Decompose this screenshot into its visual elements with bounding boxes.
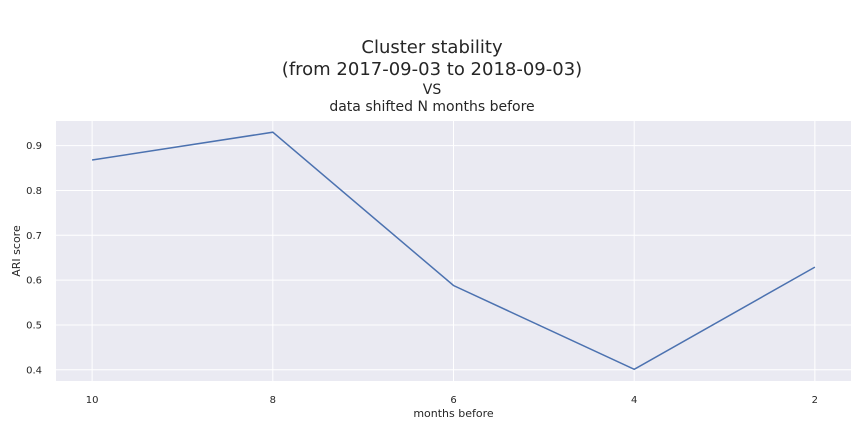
x-tick-label: 4 — [631, 395, 637, 406]
y-axis-label: ARI score — [10, 225, 23, 277]
x-tick-label: 10 — [86, 395, 99, 406]
x-axis-label: months before — [413, 407, 494, 420]
chart-title-date-range: (from 2017-09-03 to 2018-09-03) — [281, 59, 583, 80]
x-tick-labels: 10 8 6 4 2 — [86, 395, 818, 406]
series-layer — [91, 131, 816, 371]
x-tick-label: 6 — [450, 395, 456, 406]
y-tick-label: 0.7 — [26, 231, 42, 242]
y-tick-label: 0.9 — [26, 141, 42, 152]
chart-subtitle: data shifted N months before — [329, 99, 535, 115]
chart-title: Cluster stability — [361, 37, 503, 58]
y-tick-label: 0.8 — [26, 186, 42, 197]
x-tick-label: 2 — [812, 395, 818, 406]
y-tick-labels: 0.4 0.5 0.6 0.7 0.8 0.9 — [26, 141, 42, 376]
series-line — [91, 131, 816, 371]
y-tick-label: 0.4 — [26, 365, 42, 376]
y-tick-label: 0.6 — [26, 276, 42, 287]
grid-lines — [56, 121, 851, 381]
chart-subtitle-vs: VS — [422, 82, 442, 98]
y-tick-label: 0.5 — [26, 320, 42, 331]
x-tick-label: 8 — [270, 395, 276, 406]
